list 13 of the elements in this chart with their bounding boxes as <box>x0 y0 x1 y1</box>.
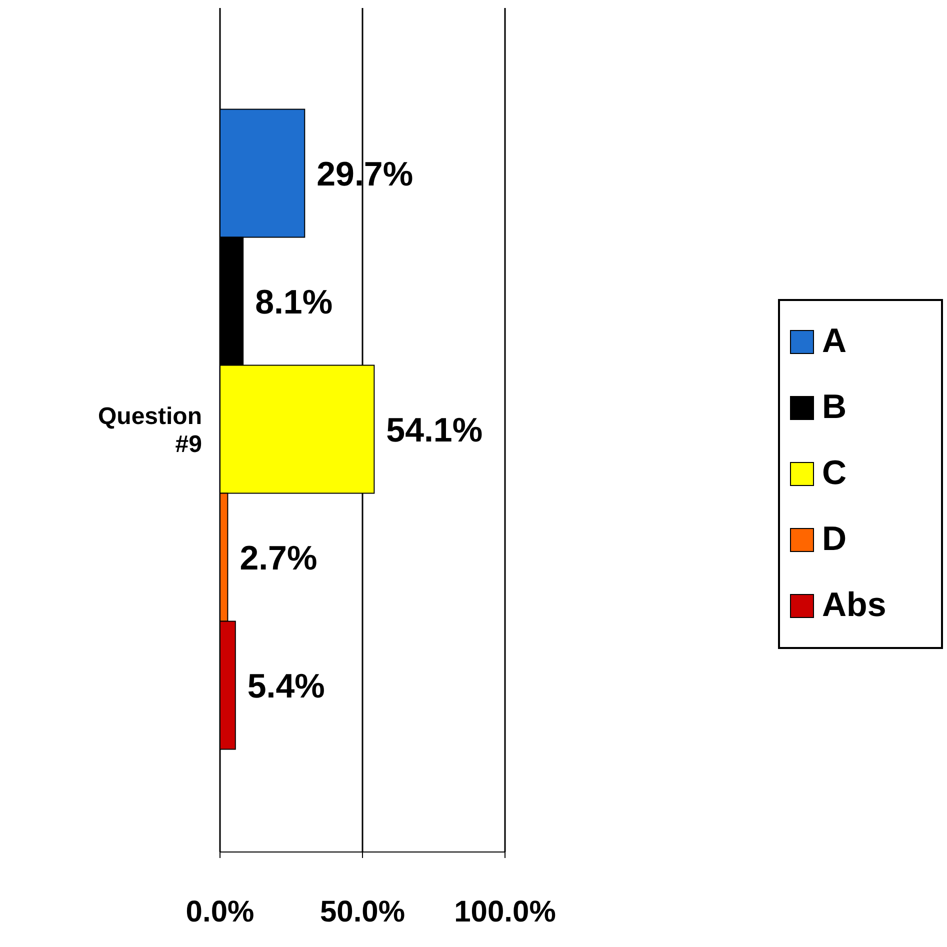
legend-label: A <box>822 322 847 361</box>
legend-label: D <box>822 520 847 559</box>
data-label: 8.1% <box>255 283 333 322</box>
data-label: 54.1% <box>386 411 483 450</box>
data-label: 5.4% <box>247 667 325 706</box>
x-tick-label: 0.0% <box>186 895 254 928</box>
legend-label: C <box>822 454 847 493</box>
legend-label: B <box>822 388 847 427</box>
x-tick-label: 100.0% <box>454 895 556 928</box>
legend-label: Abs <box>822 586 886 625</box>
x-tick-label: 50.0% <box>320 895 406 928</box>
data-label: 2.7% <box>240 539 318 578</box>
y-tick-label: Question #9 <box>98 403 202 458</box>
